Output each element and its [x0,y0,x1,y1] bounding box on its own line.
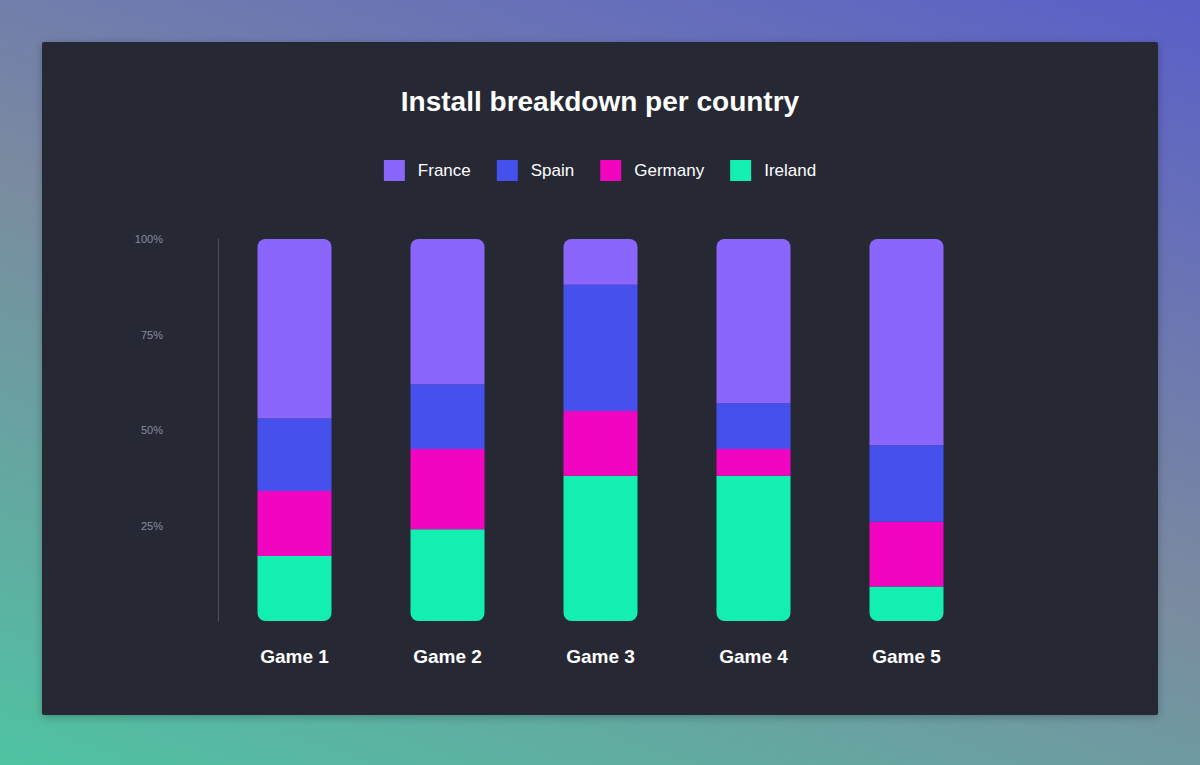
svg-text:Spain: Spain [531,161,574,180]
svg-text:Install breakdown per country: Install breakdown per country [401,86,800,117]
svg-text:Game 1: Game 1 [260,646,329,667]
svg-text:50%: 50% [141,424,163,436]
svg-text:Game 5: Game 5 [872,646,941,667]
svg-text:25%: 25% [141,520,163,532]
svg-text:France: France [418,161,471,180]
svg-text:Game 3: Game 3 [566,646,635,667]
svg-text:Game 2: Game 2 [413,646,482,667]
svg-text:Game 4: Game 4 [719,646,788,667]
svg-text:75%: 75% [141,329,163,341]
svg-text:Germany: Germany [634,161,704,180]
svg-text:Ireland: Ireland [764,161,816,180]
svg-text:100%: 100% [135,233,163,245]
